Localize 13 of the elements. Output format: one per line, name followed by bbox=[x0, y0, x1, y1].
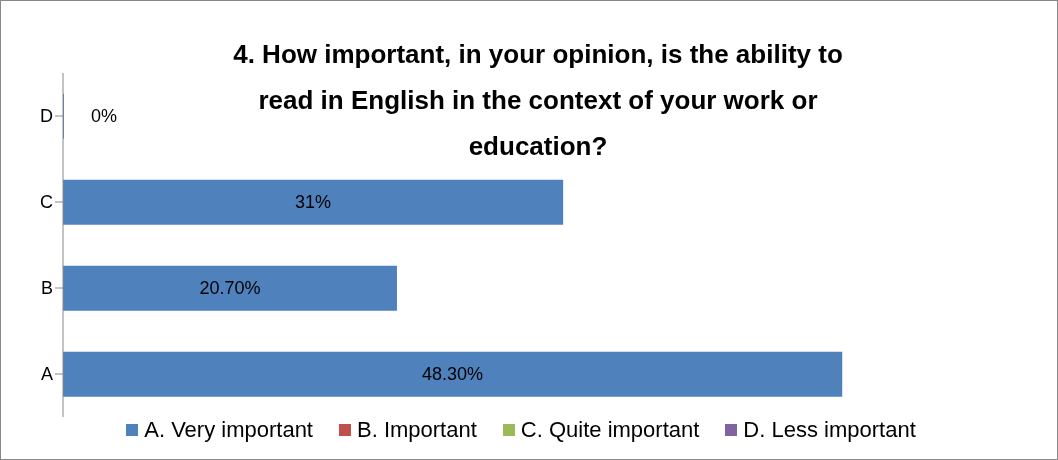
y-tick-label: D bbox=[40, 106, 53, 127]
legend-label: A. Very important bbox=[143, 417, 313, 443]
data-label: 48.30% bbox=[422, 364, 484, 385]
legend-label: B. Important bbox=[356, 417, 477, 443]
legend-label: C. Quite important bbox=[519, 417, 700, 443]
data-label: 31% bbox=[295, 192, 332, 213]
y-tick-label: A bbox=[40, 364, 53, 385]
y-tick-label: C bbox=[40, 192, 53, 213]
data-label: 20.70% bbox=[199, 278, 261, 299]
data-label: 0% bbox=[91, 106, 118, 127]
text: 4. How important, in your opinion, is the ability to read in English in the context of your work or education? bbox=[232, 38, 844, 163]
y-tick-label: B bbox=[40, 278, 53, 299]
legend-label: D. Less important bbox=[742, 417, 916, 443]
